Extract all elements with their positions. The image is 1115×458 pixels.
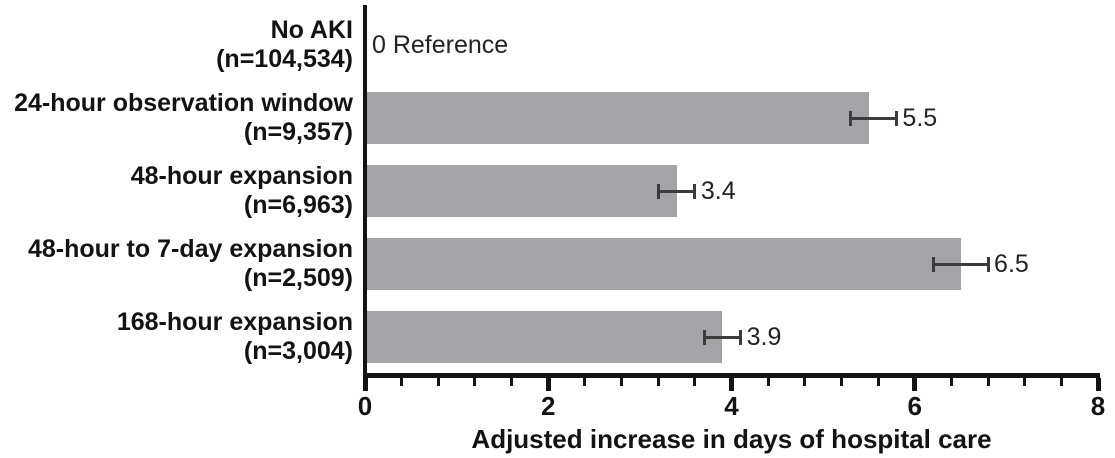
reference-label: 0 Reference (372, 31, 509, 59)
value-label: 6.5 (994, 250, 1029, 278)
x-tick-minor (1023, 378, 1027, 386)
x-tick-minor (949, 378, 953, 386)
bar (365, 238, 961, 290)
category-label-line2: (n=2,509) (243, 264, 353, 292)
x-tick-minor (473, 378, 477, 386)
bar (365, 165, 677, 217)
x-tick-major (729, 378, 734, 391)
category-label: 48-hour to 7-day expansion (n=2,509) (0, 235, 353, 293)
error-bar-cap-left (702, 329, 706, 345)
error-bar-cap-right (894, 110, 898, 126)
category-label-line2: (n=104,534) (216, 45, 353, 73)
x-tick-minor (766, 378, 770, 386)
category-label: 168-hour expansion (n=3,004) (0, 308, 353, 366)
x-tick-label: 4 (724, 391, 739, 421)
error-bar-line (933, 262, 989, 266)
value-label: 3.4 (700, 177, 736, 205)
x-tick-minor (1059, 378, 1063, 386)
x-tick-label: 0 (357, 391, 373, 421)
x-tick-major (1095, 378, 1101, 391)
x-tick-major (545, 378, 551, 391)
x-tick-label: 2 (541, 391, 556, 421)
category-label-line1: 48-hour expansion (130, 162, 353, 190)
error-bar-cap-left (931, 256, 935, 272)
error-bar-cap-left (849, 110, 853, 126)
x-tick-minor (803, 378, 807, 386)
x-tick-minor (510, 378, 514, 386)
category-label: No AKI (n=104,534) (0, 16, 353, 74)
value-label: 3.9 (746, 323, 782, 351)
bar (365, 311, 723, 363)
x-tick-minor (986, 378, 990, 386)
category-label-line2: (n=3,004) (243, 337, 353, 365)
x-axis-title: Adjusted increase in days of hospital ca… (471, 424, 992, 454)
bar (365, 92, 869, 144)
error-bar-cap-left (656, 183, 660, 199)
value-label: 5.5 (902, 104, 938, 132)
x-tick-minor (839, 378, 843, 386)
category-label-line1: 48-hour to 7-day expansion (27, 235, 353, 263)
x-tick-minor (620, 378, 624, 386)
x-tick-major (912, 378, 918, 391)
category-label-line1: No AKI (270, 16, 353, 44)
x-tick-minor (436, 378, 440, 386)
error-bar-line (658, 189, 695, 193)
category-label: 24-hour observation window (n=9,357) (0, 89, 353, 147)
category-label-line1: 24-hour observation window (14, 89, 353, 117)
x-tick-major (362, 378, 368, 391)
error-bar-cap-right (693, 183, 697, 199)
x-tick-label: 8 (1090, 391, 1106, 421)
x-tick-minor (656, 378, 660, 386)
category-label-line2: (n=6,963) (243, 191, 353, 219)
error-bar-cap-right (739, 329, 743, 345)
x-tick-minor (400, 378, 404, 386)
x-axis-line (363, 373, 1100, 378)
error-bar-cap-right (986, 256, 990, 272)
error-bar-line (850, 116, 897, 120)
y-axis-line (363, 5, 367, 378)
x-tick-label: 6 (907, 391, 922, 421)
x-tick-minor (876, 378, 880, 386)
x-tick-minor (583, 378, 587, 386)
error-bar-line (704, 335, 741, 339)
category-label-line2: (n=9,357) (243, 118, 353, 146)
category-label: 48-hour expansion (n=6,963) (0, 162, 353, 220)
category-label-line1: 168-hour expansion (116, 308, 353, 336)
x-tick-minor (693, 378, 697, 386)
